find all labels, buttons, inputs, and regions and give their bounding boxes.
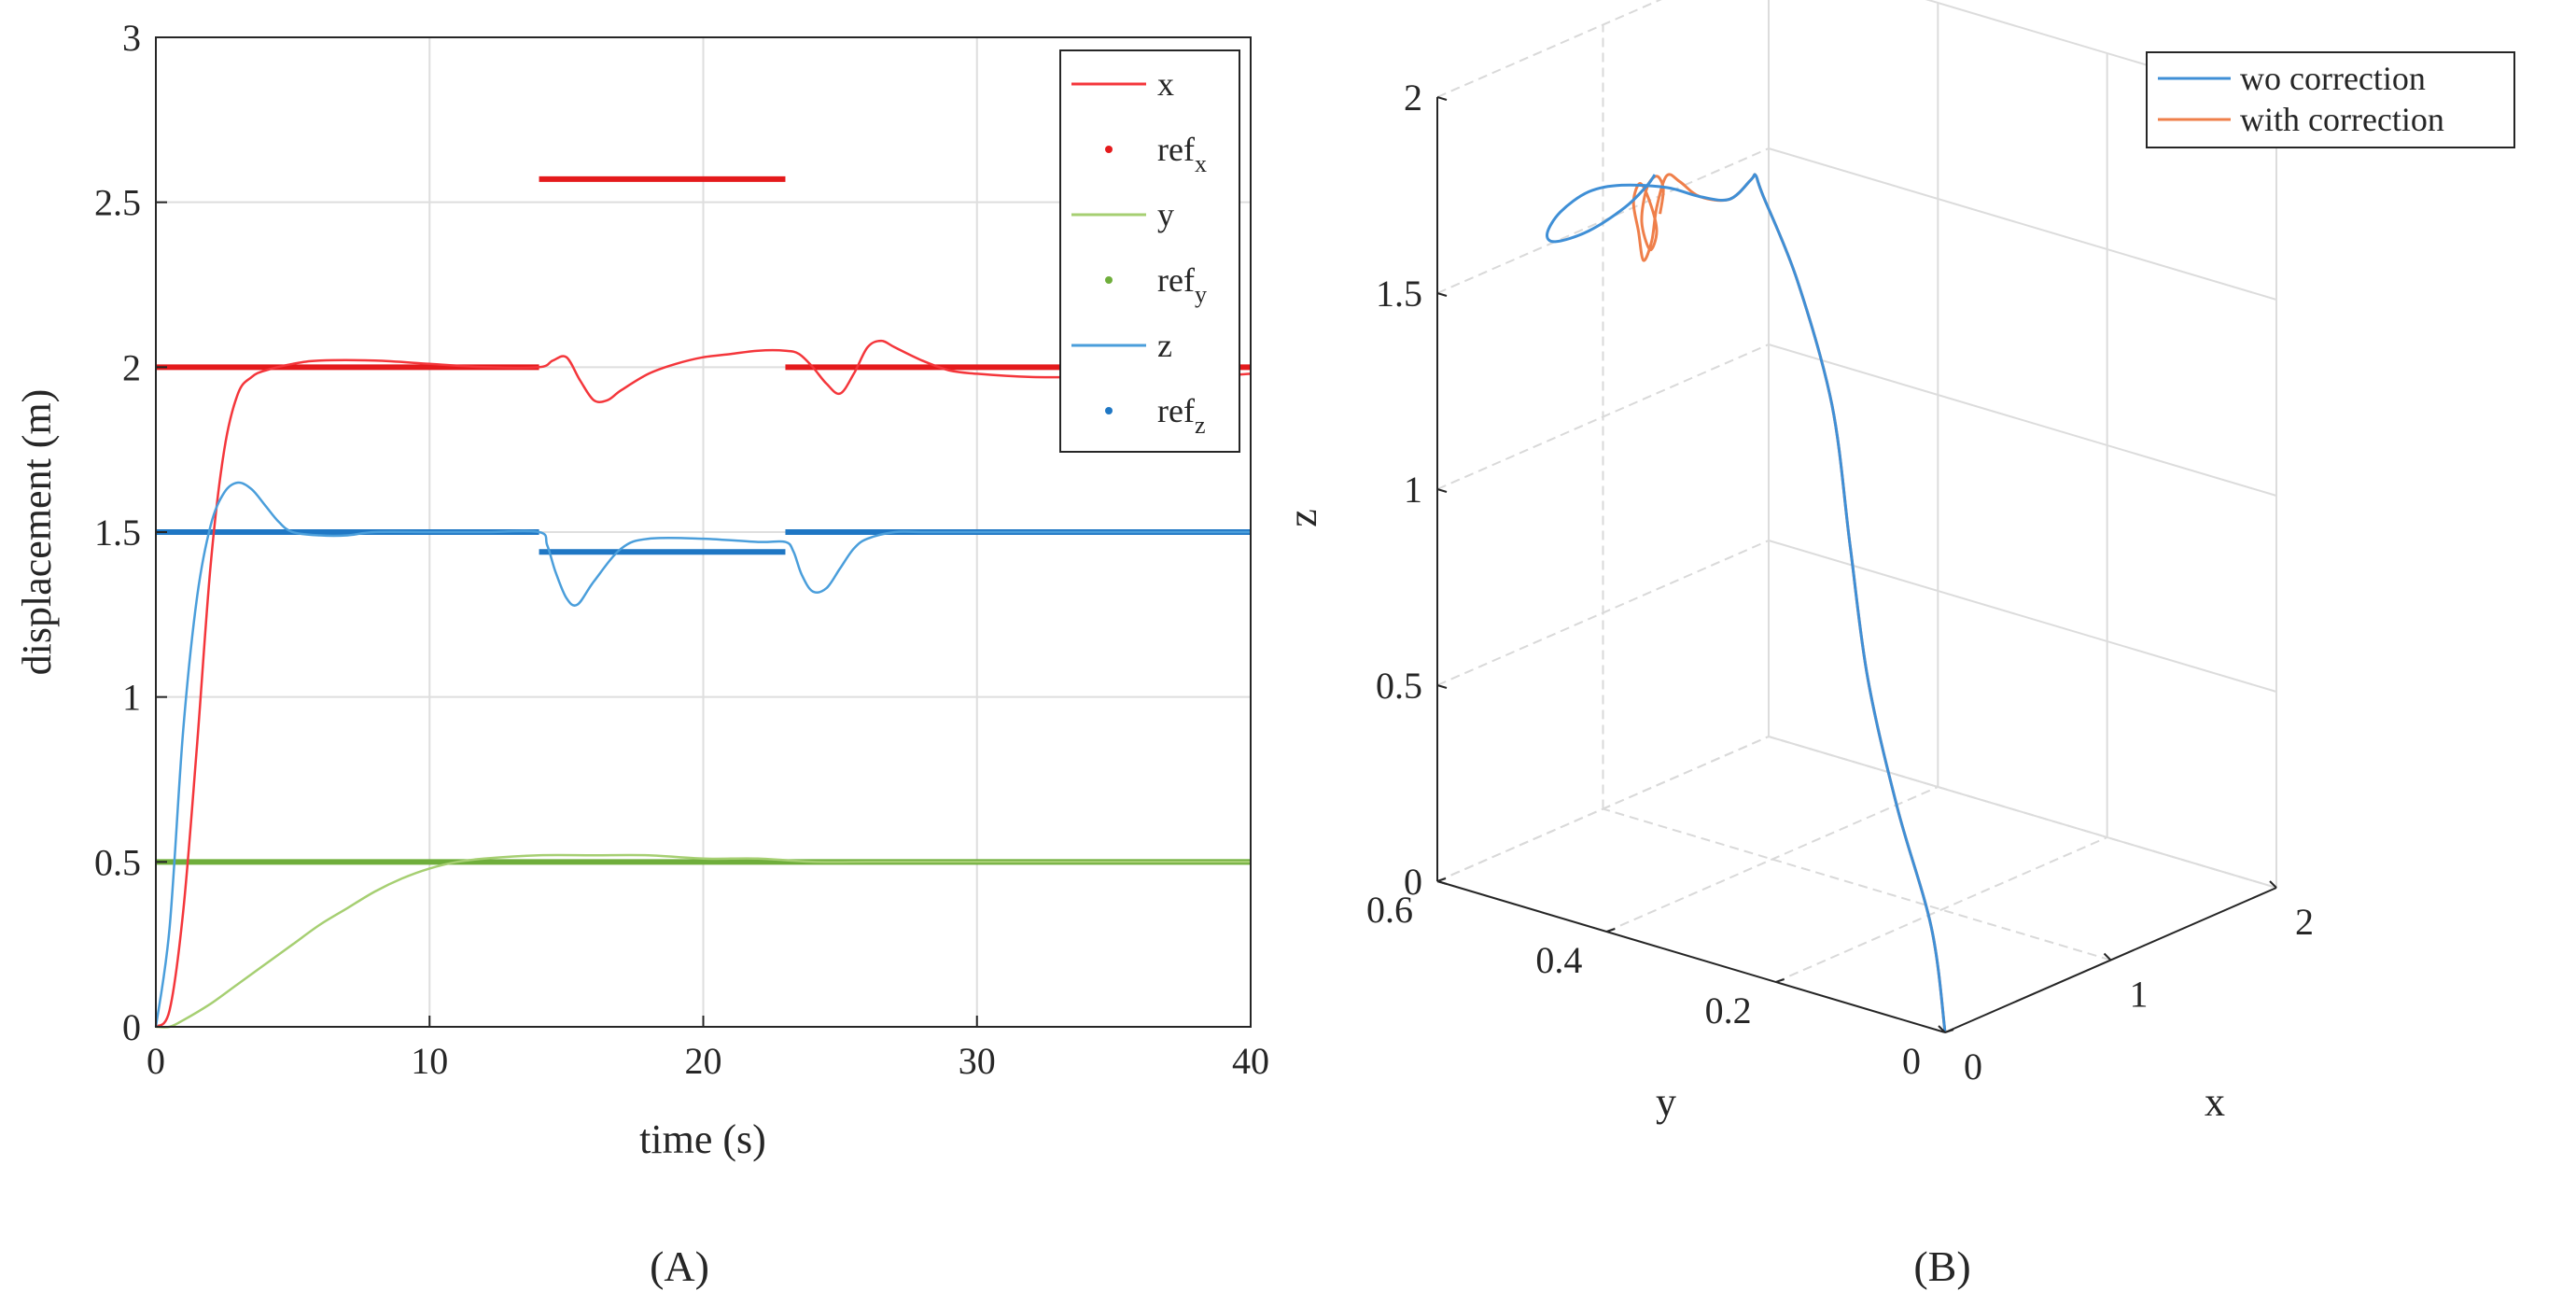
a-legend-swatch-ref_x: [1105, 146, 1113, 153]
b-ztick-label-1.5: 1.5: [1376, 273, 1422, 315]
series-x-line: [155, 339, 1252, 1029]
b-back-grid-z-1.5: [1436, 147, 1770, 294]
series-y-line: [155, 853, 1251, 1029]
a-legend-label-y: y: [1157, 196, 1174, 233]
panel-a-series: [154, 339, 1252, 1029]
b-ytick-label-0.6: 0.6: [1366, 889, 1413, 931]
b-ytick-mark-0.2: [1775, 978, 1785, 983]
a-legend-sub-ref_x: x: [1195, 150, 1207, 177]
a-legend-label-z: z: [1157, 327, 1172, 364]
a-legend-sub-ref_z: z: [1195, 412, 1206, 439]
b-ztick-mark-1: [1436, 488, 1448, 493]
a-ytick-label-0.5: 0.5: [94, 841, 141, 883]
a-legend-swatch-ref_y: [1105, 276, 1113, 284]
b-ytick-mark-0.4: [1606, 928, 1616, 933]
b-back-grid-z-0.5: [1436, 540, 1770, 686]
b-ztick-label-2: 2: [1404, 77, 1422, 119]
a-ytick-label-3: 3: [122, 17, 141, 59]
b-ztick-mark-1.5: [1436, 292, 1448, 297]
panel-a-caption: (A): [650, 1242, 709, 1290]
b-ytick-label-0: 0: [1902, 1040, 1921, 1082]
a-ytick-label-1: 1: [122, 677, 141, 719]
a-xtick-label-20: 20: [685, 1040, 722, 1082]
panel-a-ticks: 0 10 20 30 40 0 0.5 1 1.5 2 2.5 3: [94, 17, 1269, 1082]
b-side-grid-z-1: [1768, 344, 2277, 497]
a-xtick-label-0: 0: [147, 1040, 165, 1082]
b-ztick-label-1: 1: [1404, 469, 1422, 511]
b-side-grid-z-1.5: [1768, 147, 2277, 301]
b-legend-label-wo-correction: wo correction: [2240, 60, 2426, 97]
series-wo-correction-line: [1546, 173, 1947, 1033]
b-ztick-mark-2: [1436, 96, 1448, 101]
b-ztick-mark-0: [1436, 880, 1448, 885]
b-xtick-mark-2: [2269, 880, 2277, 889]
b-legend-box: [2146, 51, 2515, 148]
b-back-grid-z-1: [1436, 344, 1770, 490]
b-xtick-mark-0: [1938, 1025, 1946, 1033]
a-legend-swatch-ref_z: [1105, 407, 1113, 414]
b-legend-label-with-correction: with correction: [2240, 101, 2444, 138]
b-ytick-label-0.2: 0.2: [1705, 989, 1752, 1031]
b-xtick-mark-1: [2103, 952, 2112, 961]
b-xtick-label-2: 2: [2295, 901, 2314, 943]
panel-a-ylabel: displacement (m): [14, 389, 60, 676]
panel-b-xlabel: x: [2205, 1079, 2225, 1125]
a-ytick-label-1.5: 1.5: [94, 512, 141, 554]
b-xtick-label-1: 1: [2130, 974, 2149, 1016]
b-floor-grid-x-1: [1603, 807, 2111, 961]
a-legend-box: [1059, 49, 1240, 453]
b-ytick-label-0.4: 0.4: [1535, 939, 1582, 981]
a-xtick-label-30: 30: [959, 1040, 996, 1082]
a-ytick-label-2: 2: [122, 346, 141, 388]
a-ytick-label-0: 0: [122, 1006, 141, 1048]
b-ytick-mark-0: [1944, 1029, 1954, 1033]
b-side-grid-z-0.5: [1768, 540, 2277, 693]
panel-b-caption: (B): [1913, 1242, 1970, 1290]
b-floor-grid-y-0.4: [1605, 786, 1939, 933]
a-ytick-label-2.5: 2.5: [94, 182, 141, 224]
b-ztick-mark-0.5: [1436, 684, 1448, 689]
b-floor-grid-y-0.2: [1775, 836, 2108, 983]
b-back-grid-z-2: [1436, 0, 1662, 98]
series-with-correction-line: [1631, 173, 1947, 1033]
a-legend-sub-ref_y: y: [1195, 281, 1207, 308]
a-xtick-label-10: 10: [411, 1040, 448, 1082]
b-y-axis: [1436, 880, 1946, 1033]
a-legend-label-x: x: [1157, 65, 1174, 103]
panel-b-series: [1546, 173, 1947, 1033]
b-ztick-label-0.5: 0.5: [1376, 665, 1422, 707]
b-ztick-label-0: 0: [1404, 861, 1422, 903]
panel-b-grid: [1436, 0, 2277, 1033]
panel-b-ylabel: y: [1656, 1079, 1676, 1125]
b-side-grid-z-0: [1768, 736, 2277, 889]
b-xtick-label-0: 0: [1964, 1045, 1982, 1088]
series-z-line: [154, 481, 1251, 1028]
panel-b-legend: wo correction with correction: [2146, 51, 2515, 148]
a-xtick-label-40: 40: [1232, 1040, 1269, 1082]
panel-a-line-chart: 0 10 20 30 40 0 0.5 1 1.5 2 2.5 3 time (s) displace…: [14, 17, 1269, 1290]
panel-a-xlabel: time (s): [639, 1116, 766, 1162]
panel-b-zlabel: z: [1280, 509, 1325, 527]
b-back-grid-z-0: [1436, 736, 1770, 882]
